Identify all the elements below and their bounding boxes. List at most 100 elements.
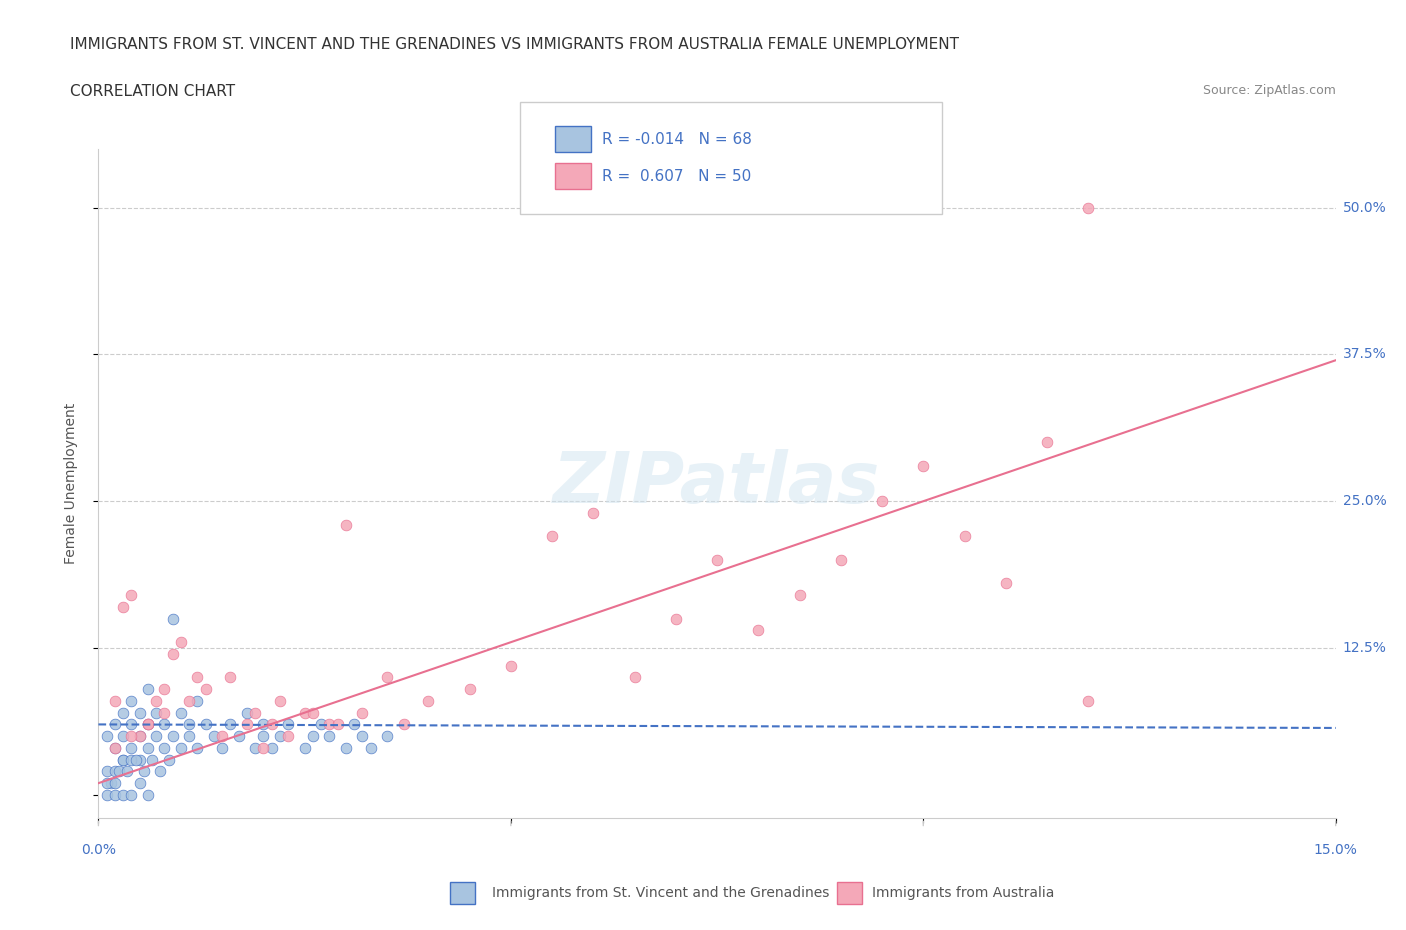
- Point: [145, 729, 167, 744]
- Point: [309, 717, 332, 732]
- Point: [392, 717, 415, 732]
- Point: [236, 717, 259, 732]
- Point: [318, 717, 340, 732]
- Point: [302, 705, 325, 720]
- Point: [112, 729, 135, 744]
- Text: Source: ZipAtlas.com: Source: ZipAtlas.com: [1202, 84, 1336, 97]
- Point: [277, 717, 299, 732]
- Point: [153, 682, 176, 697]
- Point: [219, 717, 242, 732]
- Point: [252, 729, 274, 744]
- Point: [912, 458, 935, 473]
- Point: [157, 752, 180, 767]
- Point: [1077, 694, 1099, 709]
- Text: 15.0%: 15.0%: [1313, 844, 1358, 857]
- Point: [243, 740, 266, 755]
- Point: [219, 670, 242, 684]
- Point: [236, 705, 259, 720]
- Point: [112, 788, 135, 803]
- Point: [120, 740, 142, 755]
- Point: [136, 788, 159, 803]
- Point: [136, 717, 159, 732]
- Point: [128, 705, 150, 720]
- Point: [136, 717, 159, 732]
- Point: [136, 682, 159, 697]
- Point: [96, 788, 118, 803]
- Text: R = -0.014   N = 68: R = -0.014 N = 68: [602, 132, 752, 147]
- Point: [994, 576, 1017, 591]
- Point: [186, 740, 208, 755]
- Point: [112, 600, 135, 615]
- Text: CORRELATION CHART: CORRELATION CHART: [70, 84, 235, 99]
- Point: [100, 776, 122, 790]
- Point: [120, 588, 142, 603]
- Point: [623, 670, 645, 684]
- Point: [141, 752, 163, 767]
- Point: [132, 764, 155, 778]
- Point: [318, 729, 340, 744]
- Point: [104, 694, 127, 709]
- Point: [294, 740, 316, 755]
- Point: [120, 788, 142, 803]
- Point: [360, 740, 382, 755]
- Point: [112, 705, 135, 720]
- Point: [789, 588, 811, 603]
- Point: [277, 729, 299, 744]
- Point: [149, 764, 172, 778]
- Point: [128, 729, 150, 744]
- Point: [541, 529, 564, 544]
- Point: [179, 694, 201, 709]
- Point: [179, 717, 201, 732]
- Point: [170, 740, 193, 755]
- Point: [458, 682, 481, 697]
- Point: [170, 635, 193, 650]
- Point: [747, 623, 769, 638]
- Point: [179, 729, 201, 744]
- Point: [104, 764, 127, 778]
- Point: [202, 729, 225, 744]
- Point: [186, 670, 208, 684]
- Point: [352, 729, 374, 744]
- Point: [302, 729, 325, 744]
- Point: [104, 788, 127, 803]
- Point: [117, 764, 139, 778]
- Point: [120, 752, 142, 767]
- Text: 12.5%: 12.5%: [1343, 641, 1386, 655]
- Point: [128, 729, 150, 744]
- Point: [108, 764, 131, 778]
- Text: 25.0%: 25.0%: [1343, 494, 1386, 508]
- Point: [120, 694, 142, 709]
- Text: 0.0%: 0.0%: [82, 844, 115, 857]
- Point: [352, 705, 374, 720]
- Point: [260, 717, 283, 732]
- Point: [335, 740, 357, 755]
- Point: [499, 658, 522, 673]
- Point: [153, 740, 176, 755]
- Point: [104, 740, 127, 755]
- Point: [665, 611, 688, 626]
- Point: [1077, 200, 1099, 215]
- Point: [128, 752, 150, 767]
- Point: [104, 717, 127, 732]
- Text: ZIPatlas: ZIPatlas: [554, 449, 880, 518]
- Point: [1036, 435, 1059, 450]
- Text: R =  0.607   N = 50: R = 0.607 N = 50: [602, 169, 751, 184]
- Point: [96, 776, 118, 790]
- Point: [112, 752, 135, 767]
- Point: [418, 694, 440, 709]
- Point: [252, 740, 274, 755]
- Point: [194, 682, 217, 697]
- Point: [326, 717, 349, 732]
- Point: [830, 552, 852, 567]
- Text: Immigrants from St. Vincent and the Grenadines: Immigrants from St. Vincent and the Gren…: [492, 885, 830, 900]
- Point: [706, 552, 728, 567]
- Point: [582, 506, 605, 521]
- Point: [953, 529, 976, 544]
- Point: [104, 776, 127, 790]
- Point: [375, 670, 398, 684]
- Point: [128, 776, 150, 790]
- Text: 37.5%: 37.5%: [1343, 348, 1386, 362]
- Point: [375, 729, 398, 744]
- Point: [96, 729, 118, 744]
- Point: [104, 740, 127, 755]
